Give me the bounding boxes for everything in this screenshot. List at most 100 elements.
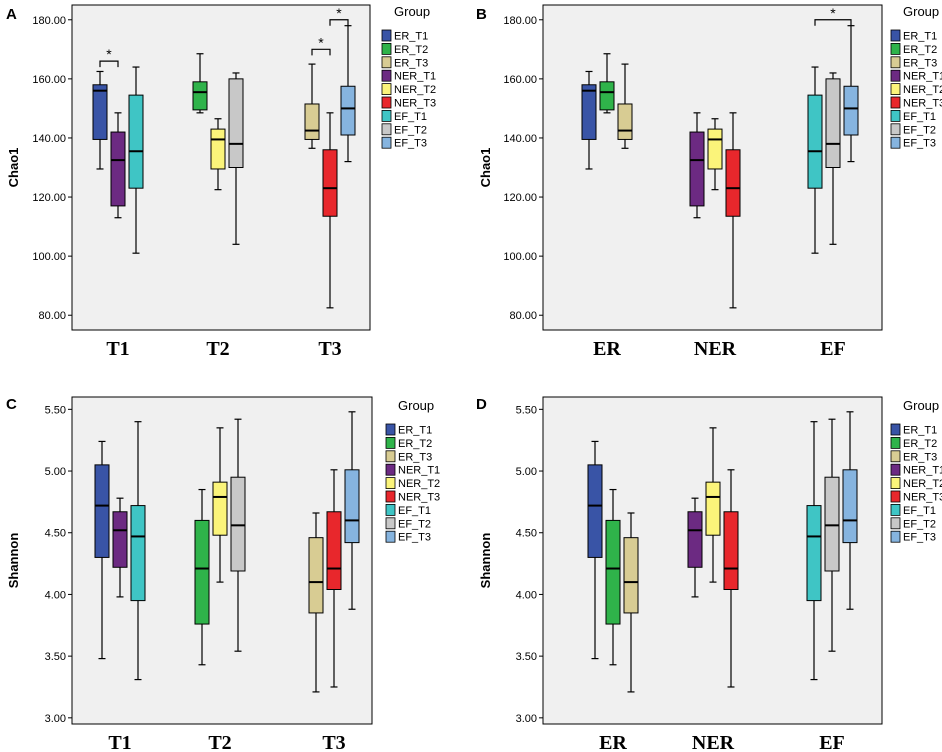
box-ner-t2 — [705, 427, 721, 583]
legend-swatch — [890, 530, 901, 543]
x-category-label: T3 — [322, 732, 345, 752]
legend-swatch — [890, 96, 901, 109]
legend-label: NER_T3 — [398, 492, 440, 504]
box-er-t1 — [92, 70, 108, 170]
x-category-label: T2 — [208, 732, 231, 752]
legend: GroupER_T1ER_T2ER_T3NER_T1NER_T2NER_T3EF… — [890, 398, 942, 544]
iqr-box — [344, 469, 360, 544]
panel-label: D — [476, 396, 487, 413]
box-er-t2 — [192, 53, 208, 114]
significance-star: * — [830, 5, 836, 21]
legend-swatch — [381, 83, 392, 95]
legend-swatch — [890, 29, 901, 42]
box-ner-t1 — [687, 497, 703, 598]
legend-label: EF_T2 — [903, 518, 936, 530]
bracket-line — [329, 19, 349, 26]
iqr-box — [687, 511, 703, 568]
iqr-box — [824, 476, 840, 572]
legend-swatch — [385, 423, 396, 436]
legend-swatch — [890, 490, 901, 503]
iqr-box — [304, 103, 320, 140]
box-ef-t2 — [825, 72, 841, 245]
y-tick-label: 4.00 — [516, 589, 537, 601]
legend-swatch — [890, 423, 901, 436]
box-ner-t2 — [707, 118, 723, 191]
bracket-line — [311, 48, 331, 56]
bracket-line — [99, 60, 119, 68]
iqr-box — [128, 94, 144, 189]
legend-label: NER_T1 — [903, 465, 942, 477]
iqr-box — [723, 511, 739, 590]
iqr-box — [308, 537, 324, 614]
panel-d: D 3.00 3.50 4.00 4.50 5.00 5.50 Shannon ER NER EF G… — [476, 396, 942, 752]
y-tick-label: 4.00 — [45, 589, 66, 601]
y-tick-label: 120.00 — [503, 192, 537, 204]
box-ner-t1 — [110, 112, 126, 219]
panel-label: C — [6, 396, 17, 413]
box-er-t1 — [587, 440, 603, 660]
box-er-t3 — [304, 63, 320, 149]
iqr-box — [605, 519, 621, 625]
legend-label: NER_T1 — [903, 71, 942, 83]
x-category-label: EF — [819, 732, 845, 752]
legend-label: ER_T2 — [903, 438, 937, 450]
iqr-box — [340, 85, 356, 136]
box-er-t3 — [308, 512, 324, 693]
legend-title: Group — [903, 398, 939, 413]
box-ner-t3 — [326, 469, 342, 688]
significance-bracket: * — [329, 5, 349, 26]
box-ner-t1 — [112, 497, 128, 598]
y-tick-label: 140.00 — [503, 133, 537, 145]
iqr-box — [581, 84, 597, 140]
y-tick-label: 5.50 — [45, 404, 66, 416]
legend-swatch — [890, 463, 901, 476]
y-tick-label: 100.00 — [503, 251, 537, 263]
legend: GroupER_T1ER_T2ER_T3NER_T1NER_T2NER_T3EF… — [381, 4, 436, 150]
y-tick-label: 4.50 — [516, 528, 537, 540]
box-er-t1 — [581, 70, 597, 170]
significance-bracket: * — [99, 46, 119, 68]
legend-swatch — [890, 503, 901, 516]
iqr-box — [194, 519, 210, 625]
y-tick-label: 5.50 — [516, 404, 537, 416]
iqr-box — [212, 481, 228, 536]
legend-swatch — [381, 43, 392, 55]
y-axis-label: Shannon — [6, 533, 21, 589]
y-tick-label: 3.00 — [45, 713, 66, 725]
box-ner-t3 — [723, 469, 739, 688]
box-ef-t2 — [228, 72, 244, 245]
iqr-box — [725, 149, 741, 217]
x-category-label: T1 — [108, 732, 131, 752]
panel-b: B 80.00 100.00 120.00 140.00 160.00 180.00 Chao… — [476, 4, 942, 360]
box-er-t3 — [623, 512, 639, 693]
x-category-label: NER — [692, 732, 735, 752]
legend-label: EF_T3 — [903, 532, 936, 544]
box-ef-t1 — [128, 66, 144, 254]
significance-star: * — [318, 34, 324, 50]
legend-label: NER_T3 — [903, 98, 942, 110]
y-axis-label: Chao1 — [478, 148, 493, 188]
legend-swatch — [385, 517, 396, 530]
legend-swatch — [890, 56, 901, 69]
legend-label: ER_T3 — [394, 57, 428, 69]
box-ner-t2 — [210, 118, 226, 191]
y-tick-label: 5.00 — [45, 466, 66, 478]
legend-swatch — [385, 503, 396, 516]
legend-label: EF_T1 — [903, 111, 936, 123]
iqr-box — [92, 84, 108, 140]
y-tick-label: 180.00 — [503, 15, 537, 27]
x-category-label: T3 — [318, 338, 341, 360]
x-category-label: T1 — [106, 338, 129, 360]
x-category-label: ER — [593, 338, 621, 360]
legend-label: EF_T2 — [394, 124, 427, 136]
legend-swatch — [890, 450, 901, 463]
legend-label: ER_T1 — [394, 31, 428, 43]
panel-label: A — [6, 6, 17, 23]
y-tick-label: 3.50 — [45, 651, 66, 663]
iqr-box — [825, 78, 841, 168]
legend-swatch — [381, 123, 392, 136]
y-tick-label: 4.50 — [45, 528, 66, 540]
legend-swatch — [890, 517, 901, 530]
panel-c: C 3.00 3.50 4.00 4.50 5.00 5.50 Shannon T1 T2 T3 Gr… — [6, 396, 440, 752]
